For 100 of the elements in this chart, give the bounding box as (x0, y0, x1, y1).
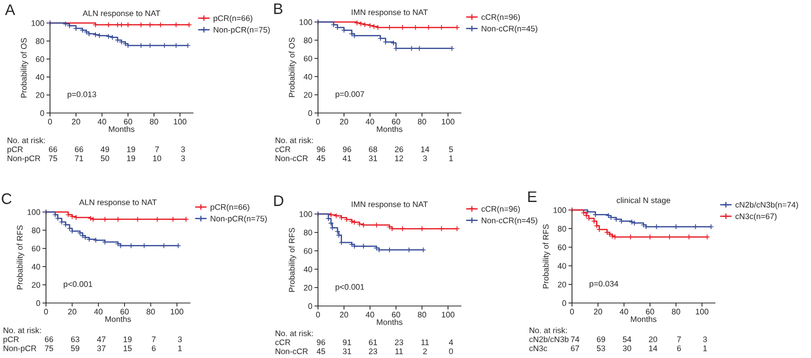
annotation: p<0.001 (64, 281, 92, 289)
x-tick-label: 60 (646, 308, 654, 314)
x-tick-label: 20 (594, 308, 602, 314)
x-tick-label: 60 (120, 308, 129, 314)
y-tick-label: 80 (32, 227, 40, 234)
y-tick-label: 0 (40, 110, 44, 116)
text: Non-cCR 45 41 31 12 3 1 (276, 155, 453, 162)
y-tick-label: 40 (304, 74, 312, 80)
text: B (274, 3, 282, 14)
text: No. at risk: (8, 137, 45, 144)
x-tick-label: 40 (94, 308, 103, 314)
x-tick-label: 100 (442, 118, 454, 124)
y-tick-label: 40 (558, 263, 566, 269)
annotation: p=0.013 (68, 91, 96, 99)
text: cN2b/cN3b 74 69 54 20 7 3 (529, 336, 707, 342)
x-axis-title: Months (376, 319, 402, 325)
text: C (2, 193, 12, 204)
x-tick-label: 0 (316, 118, 320, 124)
y-axis-title: Probability of RFS (542, 224, 550, 288)
text: Non-pCR 75 59 37 15 6 1 (4, 345, 182, 353)
x-axis-title: Months (108, 126, 134, 132)
y-tick-label: 100 (554, 207, 566, 213)
text: No. at risk: (276, 137, 313, 144)
y-tick-label: 20 (32, 282, 40, 288)
x-tick-label: 100 (174, 118, 186, 124)
y-tick-label: 20 (304, 92, 312, 98)
text: pCR 66 66 49 19 7 3 (8, 146, 185, 154)
legend-label: cCR(n=96) (481, 206, 520, 214)
y-tick-label: 100 (300, 211, 312, 217)
text: cCR 96 96 68 26 14 5 (275, 146, 453, 152)
legend-label: Non-pCR(n=75) (210, 216, 267, 224)
y-tick-label: 0 (308, 303, 312, 309)
x-tick-label: 80 (418, 118, 426, 124)
annotation: p<0.001 (336, 284, 364, 292)
x-axis-title: Months (630, 316, 656, 322)
y-tick-label: 100 (300, 19, 312, 25)
y-tick-label: 20 (36, 92, 44, 98)
y-axis-title: Probability of OS (288, 38, 296, 98)
legend-label: cN3c(n=67) (735, 213, 776, 221)
y-tick-label: 0 (562, 300, 566, 306)
x-tick-label: 40 (366, 312, 374, 318)
x-tick-label: 60 (392, 118, 400, 124)
text: A (5, 4, 16, 15)
text: E (528, 191, 537, 202)
y-tick-label: 80 (304, 230, 312, 236)
annotation: p=0.007 (336, 91, 364, 99)
y-axis-title: Probability of OS (20, 38, 28, 98)
x-tick-label: 40 (620, 308, 628, 314)
y-tick-label: 100 (28, 209, 40, 215)
x-tick-label: 60 (124, 118, 132, 124)
x-tick-label: 80 (150, 118, 158, 124)
x-tick-label: 20 (72, 118, 80, 124)
y-tick-label: 20 (558, 282, 566, 288)
x-tick-label: 0 (316, 312, 320, 318)
text: No. at risk: (276, 330, 313, 336)
y-tick-label: 80 (558, 226, 566, 232)
x-axis-title: Months (105, 316, 131, 322)
chart-title: IMN response to NAT (352, 10, 428, 17)
x-tick-label: 20 (68, 308, 76, 314)
text: cN3c 67 53 30 14 6 1 (529, 345, 707, 352)
x-tick-label: 100 (170, 308, 184, 314)
x-tick-label: 0 (570, 308, 574, 314)
x-axis-title: Months (376, 126, 402, 132)
x-tick-label: 20 (340, 118, 348, 124)
x-tick-label: 60 (392, 312, 400, 318)
legend-label: Non-cCR(n=45) (482, 217, 538, 225)
chart-title: IMN response to NAT (352, 202, 428, 209)
y-tick-label: 40 (36, 74, 44, 80)
y-tick-label: 60 (32, 246, 40, 252)
legend-label: pCR(n=66) (214, 15, 252, 23)
y-tick-label: 60 (36, 56, 44, 62)
y-tick-label: 100 (32, 20, 44, 26)
legend-label: pCR(n=66) (210, 204, 250, 212)
chart-title: ALN response to NAT (82, 10, 160, 18)
text: Non-pCR 75 71 50 19 10 3 (8, 155, 185, 163)
legend-label: Non-pCR(n=75) (214, 26, 270, 34)
chart-title: ALN response to NAT (79, 200, 157, 207)
y-tick-label: 60 (558, 244, 566, 250)
y-tick-label: 80 (36, 38, 44, 44)
legend-label: cN2b/cN3b(n=74) (735, 202, 798, 210)
x-tick-label: 80 (146, 308, 155, 314)
x-tick-label: 20 (340, 312, 348, 318)
legend-label: Non-cCR(n=45) (482, 26, 538, 34)
legend-label: cCR(n=96) (481, 14, 520, 22)
y-tick-label: 60 (304, 56, 312, 62)
y-tick-label: 40 (32, 264, 40, 270)
text: Non-cCR 45 31 23 11 2 0 (276, 348, 453, 354)
text: pCR 66 63 47 19 7 3 (4, 336, 182, 344)
y-tick-label: 80 (304, 37, 312, 44)
y-tick-label: 20 (304, 284, 312, 291)
x-tick-label: 100 (696, 308, 708, 314)
x-tick-label: 40 (98, 118, 106, 124)
y-tick-label: 60 (304, 248, 312, 254)
y-tick-label: 0 (308, 110, 312, 116)
x-tick-label: 0 (48, 118, 52, 124)
x-tick-label: 80 (672, 308, 680, 314)
text: D (274, 195, 284, 206)
text: No. at risk: (530, 327, 567, 334)
annotation: p=0.034 (590, 280, 618, 288)
x-tick-label: 40 (366, 118, 374, 124)
